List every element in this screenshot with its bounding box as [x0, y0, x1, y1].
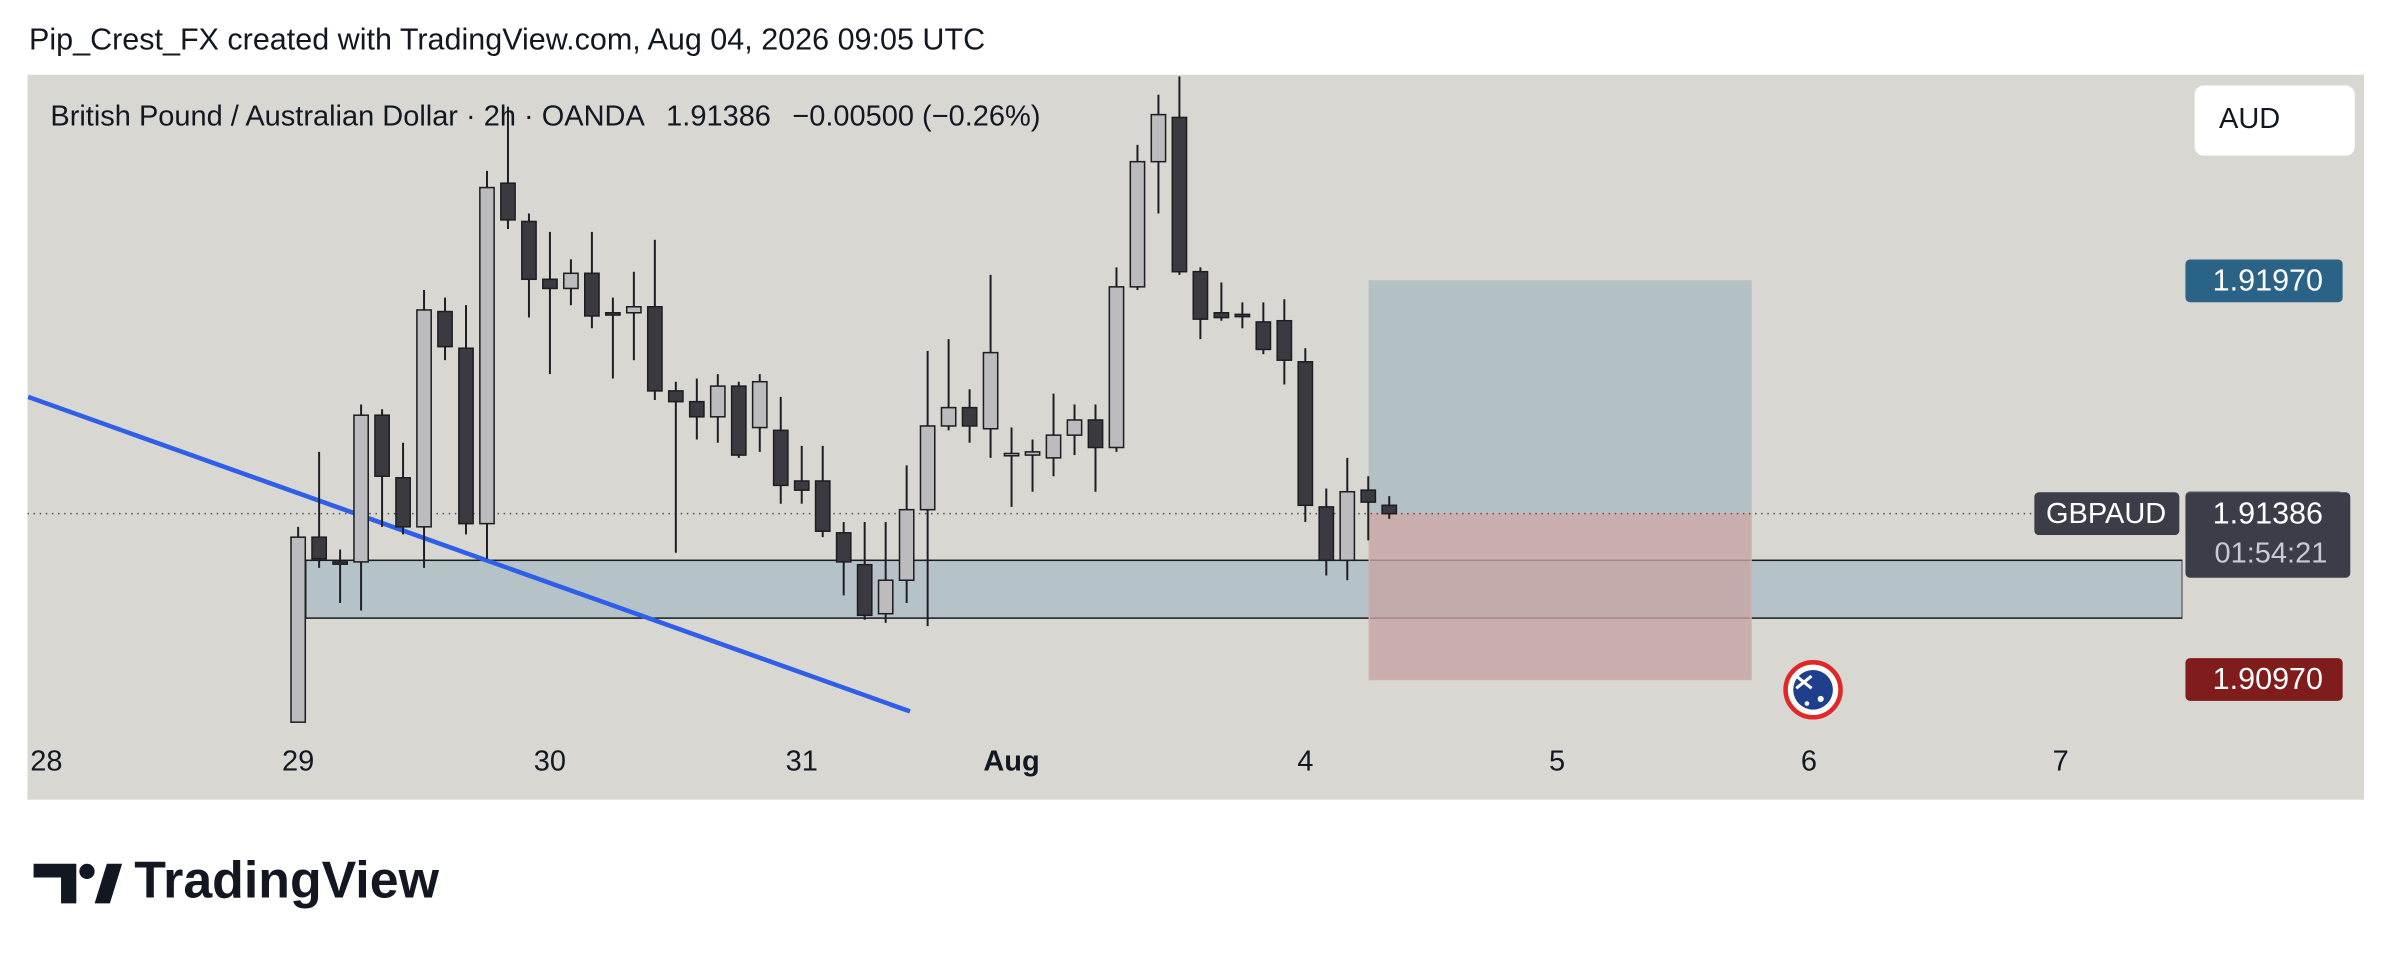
stop-label-box — [2185, 658, 2343, 701]
symbol-box — [2034, 492, 2180, 536]
header: Pip_Crest_FX created with TradingView.co… — [29, 22, 985, 56]
overlay: AUD TradingView — [33, 85, 2355, 908]
last-label: 1.91386 — [2213, 496, 2323, 530]
x-tick-label: 7 — [2053, 746, 2069, 778]
logo-mark — [33, 863, 77, 904]
candle-body — [1129, 160, 1146, 288]
candle-body — [332, 561, 349, 565]
countdown: 01:54:21 — [2214, 538, 2327, 570]
candle-body — [416, 309, 432, 528]
candle-body — [940, 406, 957, 427]
candle-body — [730, 385, 747, 456]
candle-body — [877, 579, 894, 615]
candle-body — [1003, 452, 1020, 457]
candle-body — [1108, 286, 1125, 449]
candle-body — [311, 536, 328, 560]
candle-body — [1045, 434, 1062, 459]
candle-body — [1381, 504, 1398, 515]
candle-body — [709, 385, 726, 418]
x-tick-label: 6 — [1801, 746, 1817, 778]
candle-body — [458, 347, 474, 525]
candle-body — [353, 414, 369, 563]
candle-body — [1171, 116, 1188, 273]
candle-body — [1339, 490, 1356, 562]
flag — [1793, 669, 1833, 710]
currency-button[interactable] — [2194, 85, 2355, 156]
candle-body — [563, 272, 579, 290]
candle-body — [919, 425, 936, 511]
candle-body — [500, 182, 516, 221]
legend-item: British Pound / Australian Dollar · 2h ·… — [50, 100, 645, 132]
candle-body — [584, 272, 600, 317]
target-label: 1.91970 — [2213, 263, 2323, 297]
candle-body — [437, 310, 453, 348]
candle-body — [290, 536, 307, 723]
candle-body — [1255, 321, 1272, 351]
candle-body — [961, 406, 978, 427]
legend: British Pound / Australian Dollar · 2h ·… — [50, 100, 1040, 132]
legend-item: −0.00500 (−0.26%) — [792, 100, 1040, 132]
brand: TradingView — [134, 850, 439, 908]
candle-body — [1087, 419, 1104, 449]
candle-body — [1066, 419, 1083, 436]
support-zone — [304, 559, 2183, 619]
candle-body — [1360, 489, 1377, 503]
candle-body — [521, 220, 537, 281]
candle-body — [1213, 311, 1230, 319]
candle-body — [1024, 451, 1041, 456]
candle-body — [667, 390, 684, 403]
candle-body — [479, 186, 495, 525]
logo-mark — [94, 863, 123, 904]
candle-body — [1318, 506, 1335, 562]
candle-body — [1234, 313, 1251, 318]
target-label-box — [2185, 259, 2343, 303]
candle-body — [898, 508, 915, 581]
x-tick-label: 4 — [1297, 746, 1313, 778]
target-area — [1368, 280, 1752, 515]
candle-body — [772, 429, 789, 487]
flag-cross — [1795, 674, 1813, 690]
candle-body — [1276, 319, 1293, 361]
currency: AUD — [2219, 103, 2280, 135]
candle-body — [1192, 270, 1209, 320]
trendline — [27, 394, 911, 714]
candle-body — [646, 306, 663, 392]
candle-body — [625, 306, 642, 314]
candle-body — [751, 380, 768, 429]
plot: British Pound / Australian Dollar · 2h ·… — [27, 76, 2351, 778]
candle-body — [542, 278, 558, 290]
x-tick-label: Aug — [983, 746, 1039, 778]
flag-star — [1817, 695, 1824, 702]
candle-body — [688, 400, 705, 418]
candle-body — [604, 311, 621, 316]
x-tick-label: 5 — [1549, 746, 1565, 778]
candle-body — [982, 351, 999, 430]
stop-label: 1.90970 — [2213, 662, 2323, 696]
candle-body — [395, 477, 411, 528]
candle-body — [856, 563, 873, 617]
plot-area — [27, 76, 2183, 723]
candle-body — [374, 414, 390, 477]
candle-body — [1150, 113, 1167, 163]
legend-item: 1.91386 — [666, 100, 771, 132]
candle-body — [814, 480, 831, 532]
flag-star — [1804, 701, 1810, 706]
x-tick-label: 31 — [786, 746, 818, 778]
candle-body — [1297, 361, 1314, 507]
x-tick-label: 29 — [282, 746, 314, 778]
symbol: GBPAUD — [2046, 498, 2166, 530]
logo-mark — [79, 863, 95, 880]
x-tick-label: 30 — [534, 746, 566, 778]
stop-area — [1368, 512, 1752, 681]
last-label-box — [2185, 492, 2351, 578]
candle-body — [793, 480, 810, 491]
x-tick-label: 28 — [30, 746, 62, 778]
candle-body — [835, 532, 852, 563]
